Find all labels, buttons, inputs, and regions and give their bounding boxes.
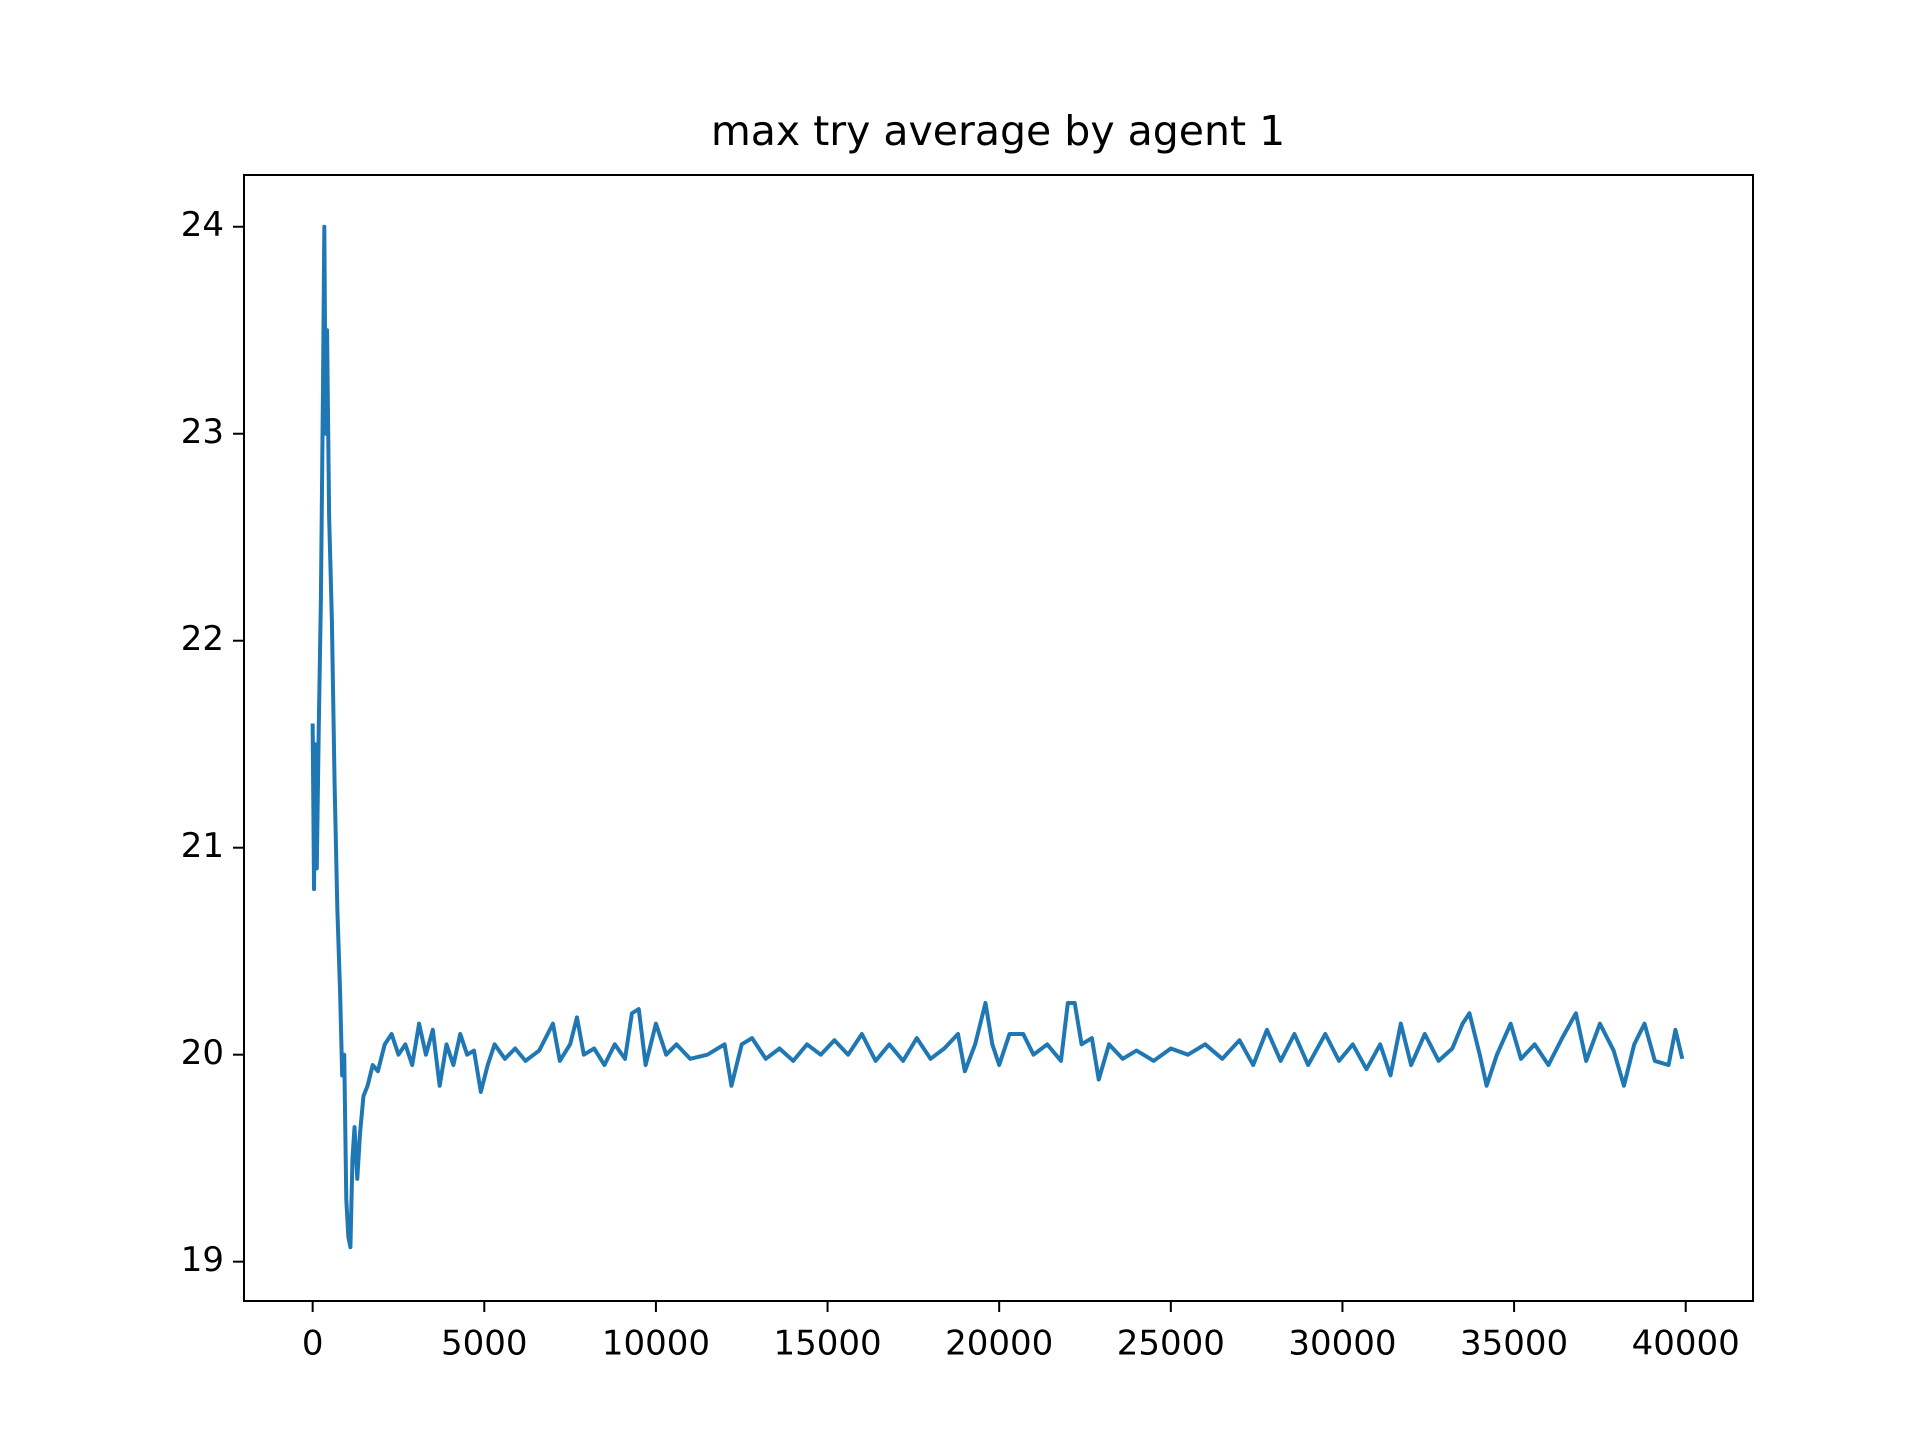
chart-title: max try average by agent 1 [711,107,1285,155]
axes-frame [243,174,1754,1302]
x-tick-label: 10000 [602,1324,710,1364]
data-line [310,224,1685,1250]
x-tick-label: 5000 [441,1324,528,1364]
x-tick-label: 15000 [773,1324,881,1364]
x-tick-label: 25000 [1117,1324,1225,1364]
y-tick-label: 22 [181,619,224,659]
y-tick-label: 20 [181,1033,224,1073]
x-tick-label: 30000 [1288,1324,1396,1364]
x-tick-label: 40000 [1632,1324,1740,1364]
y-tick-label: 21 [181,826,224,866]
y-tick-label: 24 [181,205,224,245]
x-tick-label: 0 [302,1324,324,1364]
y-tick-label: 19 [181,1240,224,1280]
y-tick-label: 23 [181,412,224,452]
x-tick-label: 35000 [1460,1324,1568,1364]
x-tick-label: 20000 [945,1324,1053,1364]
